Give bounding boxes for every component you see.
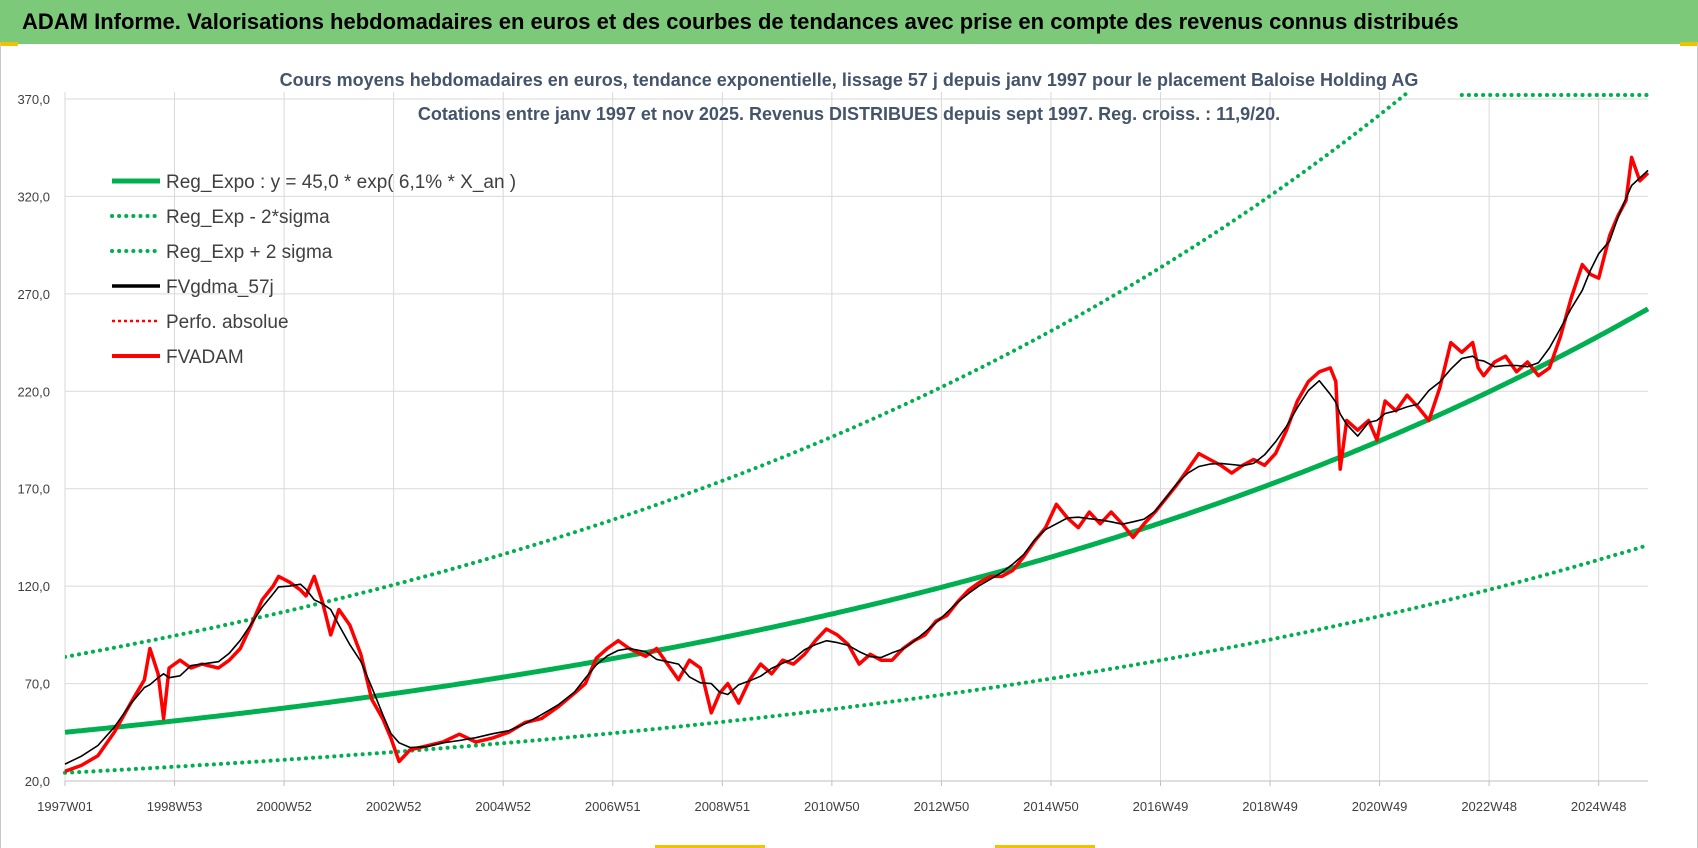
legend-label-lower: Reg_Exp - 2*sigma [166,207,330,228]
x-tick-label: 2004W52 [475,799,531,814]
y-tick-label: 270,0 [17,287,50,302]
x-tick-label: 2000W52 [256,799,312,814]
series-fvgdma-57j [64,169,1649,765]
y-tick-label: 220,0 [17,384,50,399]
banner-title: ADAM Informe. Valorisations hebdomadaire… [22,9,1459,34]
report-banner: ADAM Informe. Valorisations hebdomadaire… [0,0,1698,44]
chart-title-line-1: Cours moyens hebdomadaires en euros, ten… [279,70,1419,90]
legend-label-perfo: Perfo. absolue [166,312,289,333]
legend-label-smooth: FVgdma_57j [166,277,274,298]
x-tick-label: 2022W48 [1461,799,1517,814]
y-tick-label: 320,0 [17,189,50,204]
x-tick-label: 1998W53 [147,799,203,814]
legend-label-price: FVADAM [166,347,244,368]
x-tick-label: 2016W49 [1133,799,1189,814]
x-tick-label: 2008W51 [694,799,750,814]
legend-label-upper: Reg_Exp + 2 sigma [166,242,333,263]
x-tick-label: 2020W49 [1352,799,1408,814]
x-tick-label: 2002W52 [366,799,422,814]
x-tick-label: 2006W51 [585,799,641,814]
series-lower-band [63,543,1650,775]
y-tick-label: 370,0 [17,92,50,107]
corner-marker-left [0,42,18,46]
y-tick-label: 120,0 [17,579,50,594]
x-tick-label: 2024W48 [1571,799,1627,814]
x-tick-label: 2012W50 [914,799,970,814]
y-tick-label: 70,0 [25,677,50,692]
series-upper-band [65,92,1412,659]
chart-title-line-2: Cotations entre janv 1997 et nov 2025. R… [417,104,1281,124]
x-tick-label: 2010W50 [804,799,860,814]
bottom-marker-1 [655,845,765,848]
series-reg-expo [64,306,1650,735]
y-tick-label: 170,0 [17,482,50,497]
x-tick-label: 2014W50 [1023,799,1079,814]
x-tick-label: 2018W49 [1242,799,1298,814]
bottom-marker-2 [995,845,1095,848]
x-tick-label: 1997W01 [37,799,93,814]
corner-marker-right [1680,42,1698,46]
y-tick-label: 20,0 [25,774,50,789]
legend-label-trend: Reg_Expo : y = 45,0 * exp( 6,1% * X_an ) [166,172,516,193]
